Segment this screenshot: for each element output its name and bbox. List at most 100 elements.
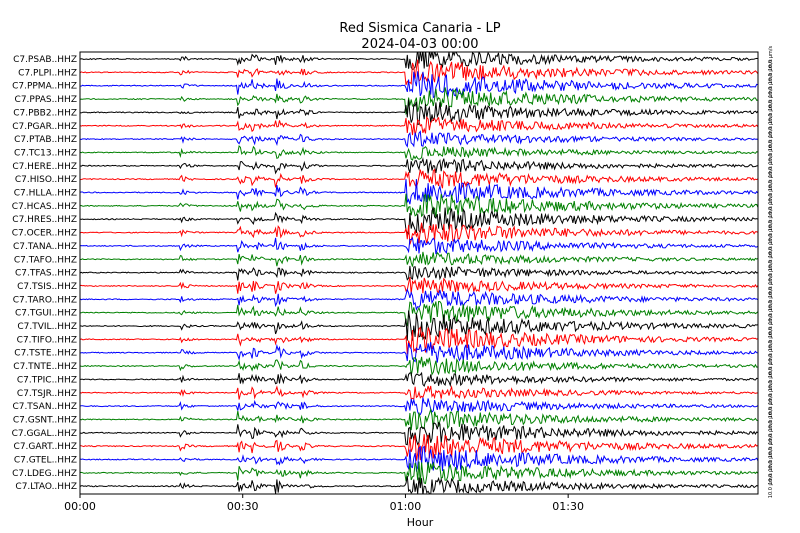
trace-c7-tifo-hhz	[80, 326, 758, 355]
scale-label: 10.0 µm/s	[768, 246, 774, 271]
station-label: C7.TFAS..HHZ	[15, 269, 77, 279]
trace-c7-tana-hhz	[80, 236, 758, 255]
chart-title: Red Sismica Canaria - LP	[339, 21, 500, 36]
trace-group	[80, 52, 758, 494]
scale-label: 10.0 µm/s	[768, 299, 774, 324]
station-label: C7.TAFO..HHZ	[14, 255, 77, 265]
chart-subtitle: 2024-04-03 00:00	[361, 37, 478, 52]
plot-frame	[79, 51, 759, 495]
station-label: C7.HISO..HHZ	[15, 175, 77, 185]
trace-c7-tsjr-hhz	[80, 384, 758, 400]
trace-c7-taro-hhz	[80, 287, 758, 311]
station-label: C7.TPIC..HHZ	[17, 375, 77, 385]
trace-c7-tafo-hhz	[80, 251, 758, 267]
trace-c7-hres-hhz	[80, 206, 758, 235]
trace-c7-tsan-hhz	[80, 397, 758, 416]
scale-label: 10.0 µm/s	[768, 272, 774, 297]
station-label: C7.PPAS..HHZ	[15, 95, 77, 105]
trace-c7-tpic-hhz	[80, 371, 758, 388]
station-label: C7.LDEG..HHZ	[12, 469, 77, 479]
scale-label: 10.0 µm/s	[768, 232, 774, 257]
trace-c7-tvil-hhz	[80, 310, 758, 341]
trace-c7-ppma-hhz	[80, 71, 758, 99]
scale-label: 10.0 µm/s	[768, 419, 774, 444]
x-tick-label: 01:00	[390, 500, 422, 513]
station-label-group: C7.PSAB..HHZ C7.PLPI..HHZ C7.PPMA..HHZ C7.P…	[12, 55, 77, 492]
scale-label: 10.0 µm/s	[768, 59, 774, 84]
station-label: C7.OCER..HHZ	[12, 229, 77, 239]
station-label: C7.HCAS..HHZ	[12, 202, 77, 212]
trace-c7-ldeg-hhz	[80, 461, 758, 485]
trace-c7-hiso-hhz	[80, 168, 758, 189]
scale-label: 10.0 µm/s	[768, 406, 774, 431]
scale-label: 10.0 µm/s	[768, 339, 774, 364]
trace-c7-hcas-hhz	[80, 193, 758, 219]
scale-label: 10.0 µm/s	[768, 326, 774, 351]
scale-label: 10.0 µm/s	[768, 393, 774, 418]
x-tick-label: 00:00	[64, 500, 96, 513]
scale-label: 10.0 µm/s	[768, 286, 774, 311]
scale-label: 10.0 µm/s	[768, 99, 774, 124]
station-label: C7.PSAB..HHZ	[13, 55, 77, 65]
scale-label: 10.0 µm/s	[768, 353, 774, 378]
scale-label: 10.0 µm/s	[768, 46, 774, 71]
scale-label: 10.0 µm/s	[768, 139, 774, 164]
station-label: C7.TSAN..HHZ	[12, 402, 77, 412]
scale-label: 10.0 µm/s	[768, 152, 774, 177]
trace-c7-psab-hhz	[80, 52, 758, 71]
x-tick-label: 00:30	[227, 500, 259, 513]
station-label: C7.HLLA..HHZ	[14, 189, 77, 199]
station-label: C7.PPMA..HHZ	[12, 82, 77, 92]
trace-c7-ggal-hhz	[80, 421, 758, 446]
scale-label: 10.0 µm/s	[768, 86, 774, 111]
station-label: C7.GSNT..HHZ	[13, 415, 77, 425]
scale-label: 10.0 µm/s	[768, 126, 774, 151]
scale-label: 10.0 µm/s	[768, 112, 774, 137]
scale-label: 10.0 µm/s	[768, 473, 774, 498]
x-axis-label: Hour	[407, 516, 434, 529]
scale-label: 10.0 µm/s	[768, 459, 774, 484]
station-label: C7.TVIL..HHZ	[17, 322, 77, 332]
trace-c7-here-hhz	[80, 157, 758, 175]
scale-label: 10.0 µm/s	[768, 446, 774, 471]
scale-label: 10.0 µm/s	[768, 192, 774, 217]
trace-c7-gtel-hhz	[80, 445, 758, 473]
station-label: C7.PLPI..HHZ	[18, 68, 77, 78]
trace-c7-gart-hhz	[80, 434, 758, 461]
scale-label: 10.0 µm/s	[768, 166, 774, 191]
trace-c7-ptab-hhz	[80, 130, 758, 148]
trace-c7-tgui-hhz	[80, 300, 758, 327]
station-label: C7.PBB2..HHZ	[13, 108, 77, 118]
scale-label: 10.0 µm/s	[768, 72, 774, 97]
station-label: C7.TGUI..HHZ	[15, 309, 77, 319]
station-label: C7.TSJR..HHZ	[17, 389, 77, 399]
trace-c7-tste-hhz	[80, 342, 758, 363]
station-label: C7.GTEL..HHZ	[14, 456, 77, 466]
x-axis: 00:00 00:30 01:00 01:30	[64, 494, 584, 513]
scale-label: 10.0 µm/s	[768, 379, 774, 404]
station-label: C7.TC13..HHZ	[14, 148, 77, 158]
trace-c7-ltao-hhz	[80, 475, 758, 494]
station-label: C7.TIFO..HHZ	[17, 335, 77, 345]
scale-label: 10.0 µm/s	[768, 433, 774, 458]
station-label: C7.GART..HHZ	[14, 442, 77, 452]
station-label: C7.LTAO..HHZ	[15, 482, 77, 492]
trace-c7-tfas-hhz	[80, 265, 758, 281]
station-label: C7.TANA..HHZ	[13, 242, 77, 252]
scale-label: 10.0 µm/s	[768, 219, 774, 244]
scale-label: 10.0 µm/s	[768, 313, 774, 338]
trace-c7-ocer-hhz	[80, 222, 758, 245]
station-label: C7.PTAB..HHZ	[14, 135, 77, 145]
trace-c7-tnte-hhz	[80, 356, 758, 376]
station-label: C7.TARO..HHZ	[13, 295, 77, 305]
trace-c7-ppas-hhz	[80, 87, 758, 116]
station-label: C7.TNTE..HHZ	[13, 362, 77, 372]
scale-label: 10.0 µm/s	[768, 206, 774, 231]
trace-c7-tc13-hhz	[80, 144, 758, 161]
trace-c7-gsnt-hhz	[80, 407, 758, 431]
station-label: C7.TSTE..HHZ	[14, 349, 77, 359]
trace-c7-hlla-hhz	[80, 178, 758, 205]
trace-c7-pbb2-hhz	[80, 99, 758, 125]
trace-c7-tsis-hhz	[80, 276, 758, 294]
